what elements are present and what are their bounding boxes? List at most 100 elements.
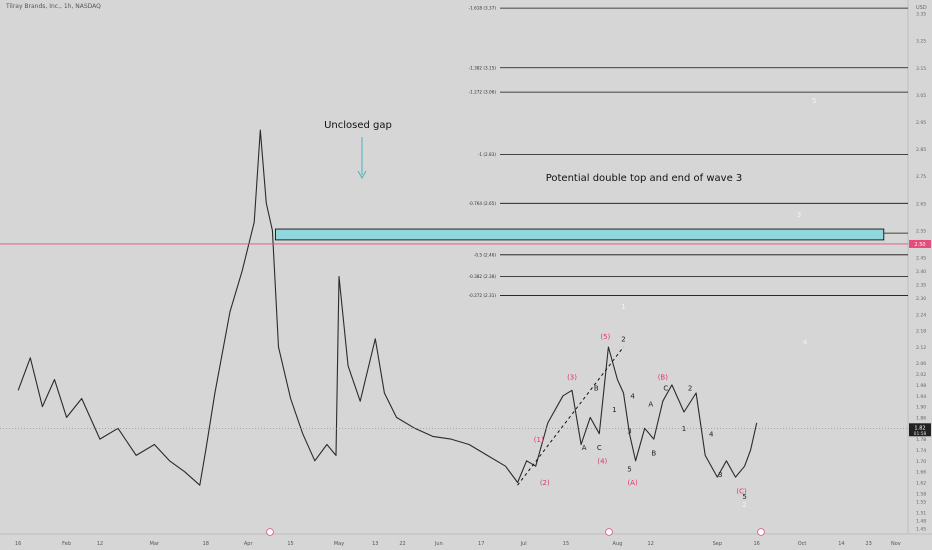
currency-label: USD (916, 5, 927, 11)
x-tick-label: Oct (798, 541, 807, 547)
wave-label: 4 (630, 392, 635, 400)
y-tick-label: 2.30 (916, 296, 926, 302)
fib-level-label: -0.382 (2.38) (469, 274, 497, 279)
y-tick-label: 1.66 (916, 470, 926, 476)
y-tick-label: 1.62 (916, 480, 926, 486)
y-tick-label: 1.70 (916, 459, 926, 465)
fib-level-label: -0.764 (2.65) (469, 201, 497, 206)
wave-label: 1 (612, 406, 616, 414)
wave-label: (4) (597, 458, 607, 466)
y-tick-label: 2.12 (916, 345, 926, 351)
projected-wave-label: 1 (621, 303, 625, 311)
unclosed-gap-box (274, 228, 885, 241)
wave-label: (5) (600, 333, 610, 341)
x-tick-label: Feb (62, 541, 71, 547)
price-series-line (17, 129, 758, 486)
x-tick-label: 15 (287, 541, 293, 547)
x-tick-label: 18 (203, 541, 209, 547)
y-tick-label: 3.25 (916, 39, 926, 45)
symbol-title: Tilray Brands, Inc., 1h, NASDAQ (6, 3, 101, 10)
y-tick-label: 2.35 (916, 283, 926, 289)
y-tick-label: 2.24 (916, 312, 926, 318)
wave-label: (B) (658, 373, 669, 381)
y-tick-label: 1.45 (916, 527, 926, 533)
fib-levels: -1.618 (3.37) -1.382 (3.15) -1.272 (3.06) -… (469, 6, 908, 298)
wave-label: 3 (627, 428, 631, 436)
y-tick-label: 1.48 (916, 518, 926, 524)
x-tick-label: 15 (563, 541, 569, 547)
x-tick-label: Jun (434, 541, 443, 547)
fib-level-label: -1.382 (3.15) (469, 65, 497, 70)
y-axis-ticks: 3.35 3.25 3.15 3.05 2.95 2.85 2.75 2.65 2.55 2.45… (916, 12, 926, 533)
event-marker-icon (266, 528, 274, 536)
wave-label: 3 (718, 471, 722, 479)
x-tick-label: Aug (613, 541, 623, 547)
fib-level-label: -1 (2.83) (478, 152, 496, 157)
y-tick-label: 2.02 (916, 372, 926, 378)
y-tick-label: 1.98 (916, 383, 926, 389)
x-tick-label: 16 (753, 541, 759, 547)
x-tick-label: 17 (478, 541, 484, 547)
wave-label: (2) (540, 479, 550, 487)
y-tick-label: 1.86 (916, 415, 926, 421)
projected-wave-label: 4 (803, 338, 808, 346)
event-marker-icon (605, 528, 613, 536)
x-tick-label: Mar (150, 541, 160, 547)
y-tick-label: 2.55 (916, 228, 926, 234)
dashed-trend-line (517, 346, 624, 486)
y-tick-label: 1.58 (916, 491, 926, 497)
pink-price-badge (909, 239, 931, 248)
wave-label: (A) (627, 479, 638, 487)
current-price-countdown: 01:58 (914, 431, 927, 437)
x-tick-label: 12 (97, 541, 103, 547)
wave-label: B (594, 384, 599, 392)
x-tick-label: Jul (520, 541, 527, 547)
y-tick-label: 1.51 (916, 510, 926, 516)
y-tick-label: 2.45 (916, 256, 926, 262)
x-tick-label: Sep (713, 541, 722, 547)
unclosed-gap-label: Unclosed gap (324, 120, 392, 131)
y-tick-label: 2.75 (916, 174, 926, 180)
x-tick-label: 22 (399, 541, 405, 547)
wave-label: A (648, 401, 653, 409)
wave-label: B (651, 449, 656, 457)
wave-label: (3) (567, 373, 577, 381)
wave-label: 4 (709, 430, 714, 438)
wave-label: 2 (688, 384, 692, 392)
y-tick-label: 2.65 (916, 201, 926, 207)
x-axis-ticks: 16 Feb 12 Mar 18 Apr 15 May 13 22 Jun 17 Jul 15 Aug 12 S… (15, 541, 901, 547)
y-tick-label: 1.74 (916, 448, 926, 454)
wave-label: (C) (736, 487, 747, 495)
x-tick-label: 16 (15, 541, 21, 547)
current-price-badge (909, 423, 931, 437)
wave-label: A (582, 444, 587, 452)
wave-label: 2 (621, 336, 625, 344)
price-axis-panel (908, 0, 932, 550)
y-tick-label: 2.18 (916, 329, 926, 335)
y-tick-label: 2.40 (916, 269, 926, 275)
y-tick-label: 1.78 (916, 437, 926, 443)
y-tick-label: 3.35 (916, 12, 926, 18)
gap-arrow-head (357, 170, 367, 180)
y-tick-label: 2.06 (916, 361, 926, 367)
double-top-label: Potential double top and end of wave 3 (546, 173, 743, 184)
x-tick-label: 12 (648, 541, 654, 547)
x-tick-label: 14 (838, 541, 844, 547)
y-tick-label: 1.94 (916, 394, 926, 400)
y-tick-label: 3.15 (916, 66, 926, 72)
y-tick-label: 3.05 (916, 93, 926, 99)
x-tick-label: 23 (865, 541, 871, 547)
projected-wave-label: 3 (797, 211, 801, 219)
projected-wave-label: 5 (812, 97, 816, 105)
x-tick-label: Nov (891, 541, 901, 547)
event-marker-icon (757, 528, 765, 536)
y-tick-label: 1.90 (916, 405, 926, 411)
wave-labels: (1) (2) (3) (4) (5) (A) (B) (C) A B C 1 2 3 4 5 A B C 1 2 3 4 5… (534, 97, 817, 509)
y-tick-label: 2.95 (916, 120, 926, 126)
current-price-value: 1.82 (914, 425, 925, 431)
fib-level-label: -0.272 (2.31) (469, 293, 497, 298)
fib-level-label: -1.618 (3.37) (469, 6, 497, 11)
x-tick-label: May (334, 541, 344, 547)
